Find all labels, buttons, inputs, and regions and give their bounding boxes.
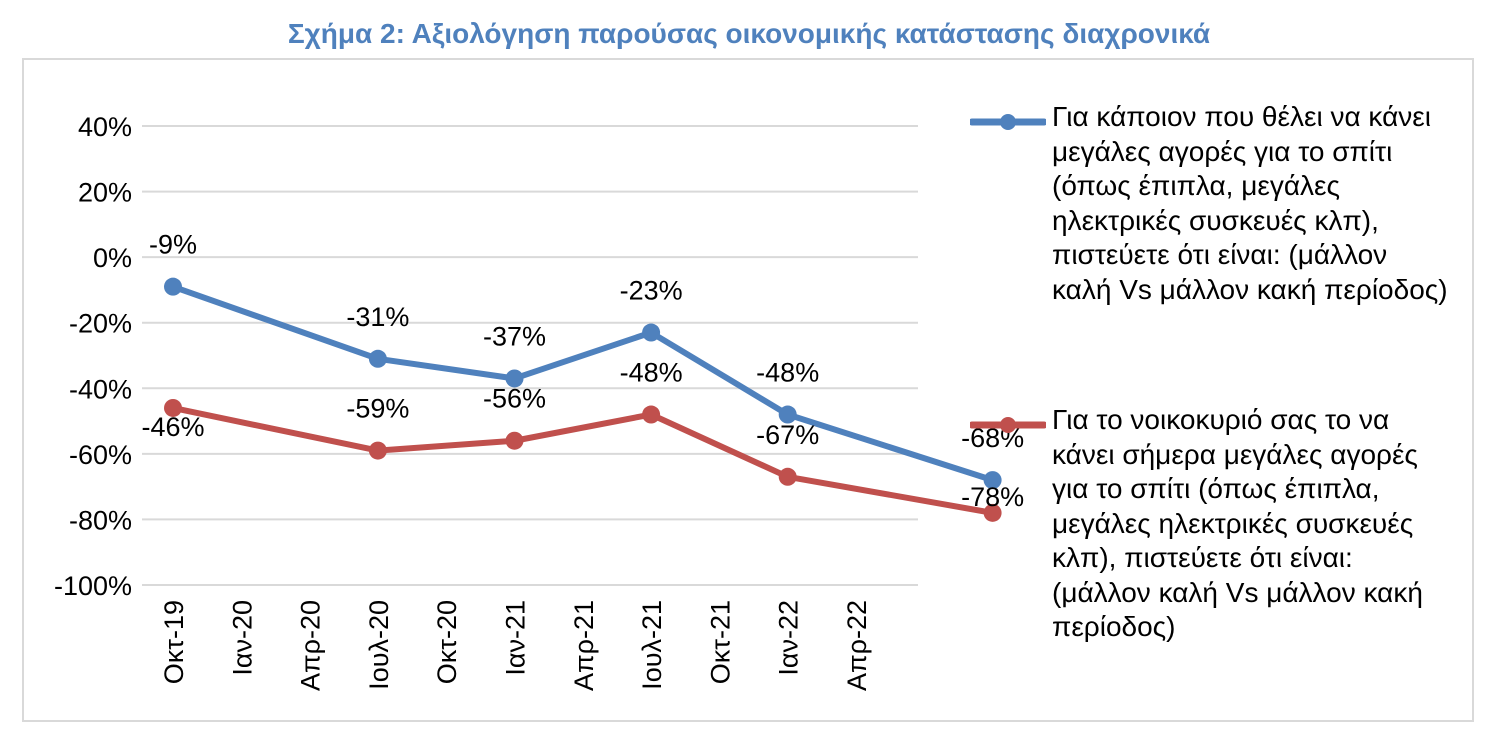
data-label: -46% xyxy=(141,412,204,442)
y-tick-label: -20% xyxy=(69,309,132,339)
x-tick-label: Οκτ-21 xyxy=(705,600,735,684)
data-label: -56% xyxy=(483,384,546,414)
x-tick-label: Ιαν-22 xyxy=(774,600,804,676)
data-label: -37% xyxy=(483,321,546,351)
data-point xyxy=(983,503,1002,522)
data-point xyxy=(164,277,182,296)
y-tick-label: 40% xyxy=(78,112,132,142)
data-point xyxy=(642,405,661,424)
data-label: -48% xyxy=(620,358,683,388)
legend-swatch-red xyxy=(970,417,1046,433)
series-lines xyxy=(164,277,1002,522)
x-tick-label: Απρ-20 xyxy=(296,600,326,691)
y-tick-label: 0% xyxy=(93,243,132,273)
data-point xyxy=(778,405,797,424)
x-tick-label: Οκτ-19 xyxy=(159,600,189,684)
x-tick-label: Ιαν-20 xyxy=(227,600,257,676)
x-tick-label: Απρ-22 xyxy=(842,600,872,691)
y-tick-label: -60% xyxy=(69,440,132,470)
data-label: -48% xyxy=(756,358,819,388)
x-tick-label: Ιουλ-20 xyxy=(364,600,394,690)
y-tick-label: 20% xyxy=(78,178,132,208)
y-tick-label: -40% xyxy=(69,374,132,404)
data-label: -31% xyxy=(346,302,409,332)
x-tick-label: Ιαν-21 xyxy=(501,600,531,676)
data-label: -23% xyxy=(620,276,683,306)
data-point xyxy=(164,398,182,417)
x-tick-label: Ιουλ-21 xyxy=(637,600,667,690)
legend-swatch-blue xyxy=(970,114,1046,130)
data-label: -78% xyxy=(961,482,1024,512)
series-line xyxy=(170,283,996,484)
legend-label: Για το νοικοκυριό σας το να κάνει σήμερα… xyxy=(1052,404,1423,642)
data-point xyxy=(368,441,387,460)
x-tick-label: Απρ-21 xyxy=(569,600,599,691)
y-tick-label: -100% xyxy=(54,571,132,601)
legend-label: Για κάποιον που θέλει να κάνει μεγάλες α… xyxy=(1052,101,1448,305)
x-axis-tick-labels: Οκτ-19 Ιαν-20 Απρ-20 Ιουλ-20 Οκτ-20 Ιαν-21 Απρ… xyxy=(159,600,872,691)
chart-frame xyxy=(22,58,1474,722)
series-line xyxy=(170,404,996,516)
data-point xyxy=(983,471,1002,490)
data-labels: -9%-31%-37%-23%-48%-68%-46%-59% -56%-48%-… xyxy=(141,230,1024,512)
data-label: -59% xyxy=(346,394,409,424)
data-point xyxy=(505,369,524,388)
data-point xyxy=(505,431,524,450)
data-point xyxy=(642,323,661,342)
gridlines xyxy=(142,125,918,586)
data-point xyxy=(368,349,387,368)
y-tick-label: -80% xyxy=(69,505,132,535)
y-axis-tick-labels: 40% 20% 0% -20% -40% -60% -80% -100% xyxy=(54,112,132,601)
data-point xyxy=(778,467,797,486)
data-label: -67% xyxy=(756,420,819,450)
chart-title: Σχήμα 2: Αξιολόγηση παρούσας οικονομικής… xyxy=(287,18,1211,49)
x-tick-label: Οκτ-20 xyxy=(432,600,462,684)
data-label: -9% xyxy=(149,230,197,260)
